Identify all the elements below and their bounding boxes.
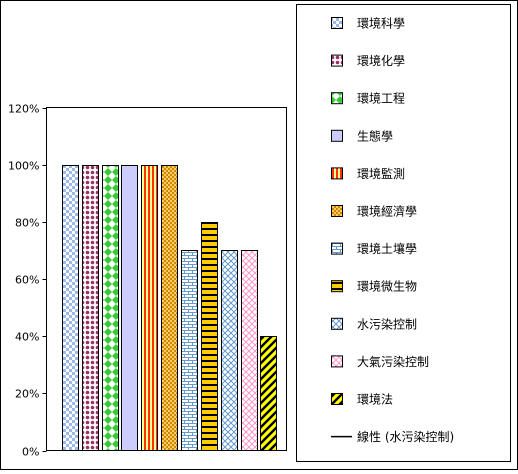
legend-label: 環境微生物 — [357, 279, 417, 294]
bar — [161, 165, 178, 451]
legend-swatch — [331, 205, 343, 217]
y-tick-label: 100% — [8, 160, 39, 173]
bar — [102, 165, 119, 451]
legend-label: 環境科學 — [357, 16, 405, 31]
bar — [82, 165, 99, 451]
legend-box — [296, 4, 511, 462]
bar — [181, 250, 198, 451]
bar — [201, 222, 218, 451]
legend-swatch — [331, 167, 343, 180]
legend-swatch — [331, 393, 343, 405]
legend-swatch — [331, 355, 343, 368]
y-tick-label: 60% — [15, 274, 39, 287]
legend-label: 環境土壤學 — [357, 241, 417, 256]
legend-swatch — [331, 280, 343, 293]
bars — [62, 165, 277, 451]
legend-label: 生態學 — [357, 128, 393, 143]
y-tick-label: 120% — [8, 103, 39, 116]
legend-swatch — [331, 92, 343, 105]
y-tick-label: 80% — [15, 217, 39, 230]
legend: 環境科學環境化學環境工程生態學環境監測環境經濟學環境土壤學環境微生物水污染控制大… — [331, 16, 454, 444]
legend-swatch — [331, 54, 343, 67]
y-tick-label: 40% — [15, 331, 39, 344]
y-tick-label: 20% — [15, 388, 39, 401]
bar — [260, 336, 277, 451]
bar — [241, 250, 258, 451]
legend-label: 大氣污染控制 — [357, 354, 429, 369]
legend-label: 水污染控制 — [357, 316, 417, 331]
bar — [221, 250, 238, 451]
bar — [121, 165, 138, 451]
legend-label: 環境經濟學 — [357, 204, 417, 219]
legend-swatch — [331, 129, 343, 142]
legend-label: 環境工程 — [357, 91, 405, 106]
legend-swatch — [331, 17, 343, 29]
bar — [141, 165, 158, 451]
legend-swatch — [331, 242, 343, 255]
legend-trendline-label: 線性 (水污染控制) — [357, 429, 454, 444]
y-tick-label: 0% — [22, 446, 39, 459]
y-axis: 0% 20% 40% 60% 80% 100% 120% — [8, 103, 47, 459]
legend-label: 環境監測 — [357, 166, 405, 181]
legend-label: 環境化學 — [357, 53, 405, 68]
bar — [62, 165, 79, 451]
legend-swatch — [331, 317, 343, 330]
legend-label: 環境法 — [357, 392, 393, 407]
